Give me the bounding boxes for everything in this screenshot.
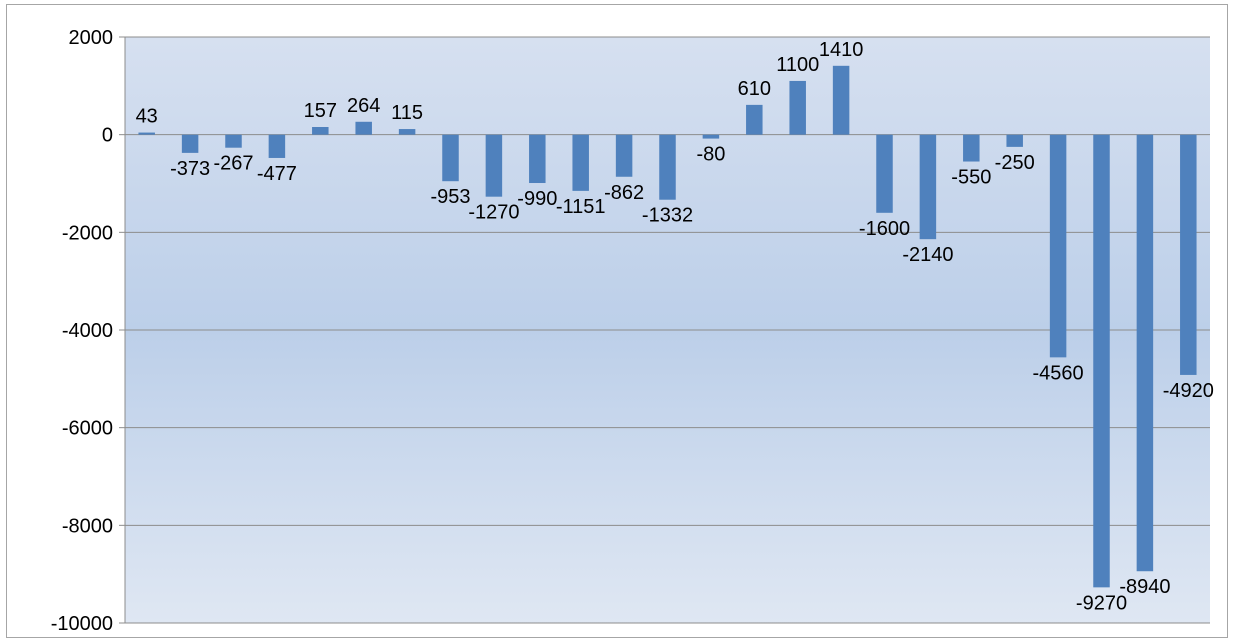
bar	[963, 134, 980, 162]
gridlines	[125, 36, 1210, 624]
y-tick-label: -2000	[62, 222, 113, 244]
y-tick-label: -4000	[62, 320, 113, 342]
bar	[225, 134, 242, 148]
data-label: -8940	[1119, 576, 1170, 598]
bar	[312, 126, 329, 135]
bar	[268, 134, 286, 158]
bar	[485, 134, 503, 197]
bar	[355, 121, 372, 135]
data-label: 157	[304, 100, 337, 122]
bar	[876, 134, 893, 213]
bar	[572, 134, 589, 191]
data-label: -862	[604, 182, 644, 204]
bar	[138, 132, 155, 135]
bar	[702, 134, 720, 139]
y-tick-label: -8000	[62, 515, 113, 537]
data-label: 264	[347, 95, 380, 117]
bar	[1136, 134, 1154, 572]
bar	[919, 134, 937, 240]
data-label: -477	[257, 163, 297, 185]
bar	[1006, 134, 1023, 147]
bar	[442, 134, 459, 182]
bar	[398, 129, 416, 135]
data-label: -4560	[1033, 362, 1084, 384]
data-label: -1600	[859, 218, 910, 240]
bar	[832, 65, 850, 135]
data-label: -1332	[642, 205, 693, 227]
bar	[746, 104, 763, 135]
bars	[138, 65, 1197, 588]
y-tick-label: 0	[102, 125, 113, 147]
data-label: -1270	[468, 202, 519, 224]
y-tick-label: 2000	[69, 27, 114, 49]
data-label: -250	[995, 152, 1035, 174]
data-label: 1100	[776, 54, 819, 76]
data-label: -990	[517, 188, 557, 210]
data-label: -953	[430, 186, 470, 208]
data-label: 610	[738, 78, 771, 100]
bar	[529, 134, 546, 184]
bar	[615, 134, 633, 177]
y-axis-ticks: 2000 0 -2000 -4000 -6000 -8000 -10000	[51, 27, 126, 635]
bar	[1180, 134, 1197, 375]
data-label: -373	[170, 158, 210, 180]
bar	[659, 134, 676, 200]
data-label: 115	[391, 102, 423, 124]
bar	[1049, 134, 1067, 358]
data-label: -267	[213, 153, 253, 175]
bar	[789, 80, 806, 135]
data-label: -2140	[902, 244, 953, 266]
bar	[181, 134, 199, 153]
data-label: -550	[951, 167, 991, 189]
y-tick-label: -6000	[62, 418, 113, 440]
data-label: -4920	[1163, 380, 1214, 402]
data-label: -80	[696, 144, 725, 166]
data-label: 43	[136, 106, 158, 128]
data-labels: 43 -373 -267 -477 157 264 115 -953-1270-990-115…	[136, 39, 1214, 615]
y-tick-label: -10000	[51, 613, 113, 635]
data-label: -9270	[1076, 592, 1127, 614]
data-label: -1151	[556, 196, 606, 218]
bar	[1093, 134, 1110, 588]
data-label: 1410	[819, 39, 864, 61]
